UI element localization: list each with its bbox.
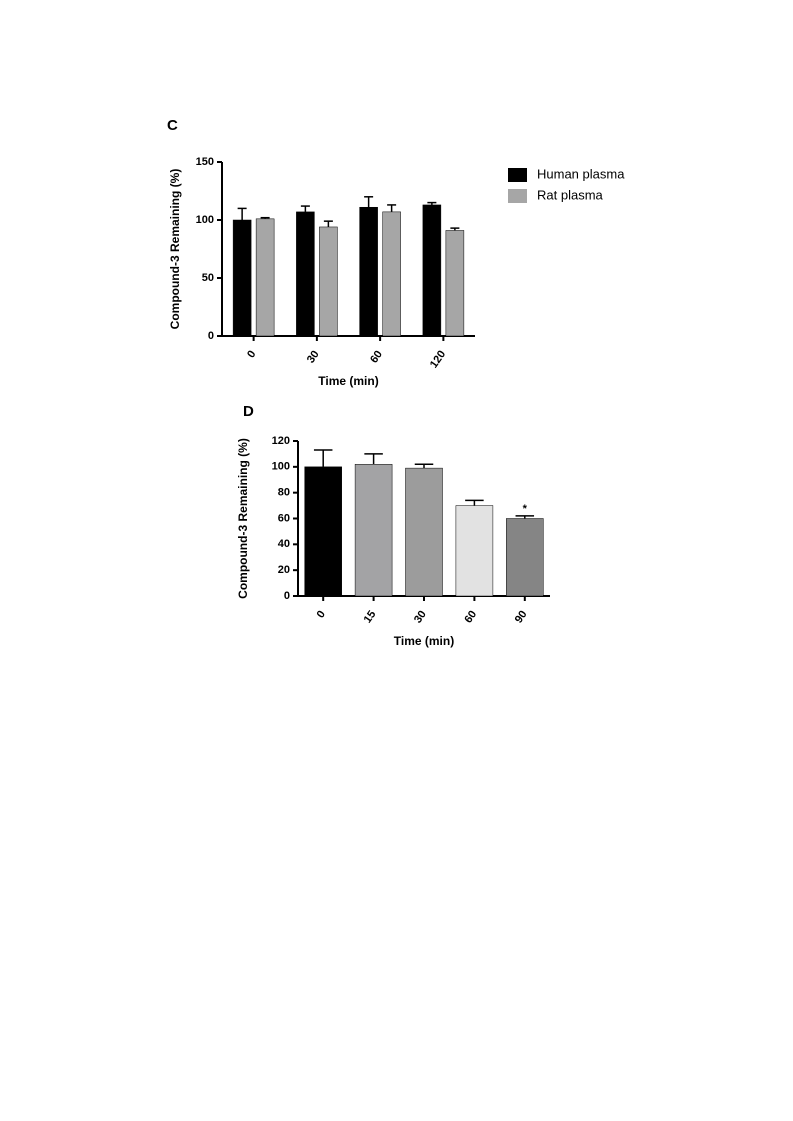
- legend-swatch: [508, 168, 527, 182]
- y-tick-label: 100: [196, 214, 214, 226]
- x-tick-label: 0: [245, 349, 258, 361]
- bar: [455, 505, 494, 597]
- bar: [255, 218, 275, 337]
- bar: [405, 467, 443, 597]
- bar: [304, 466, 342, 597]
- bar: [296, 211, 315, 337]
- legend-text: Rat plasma: [537, 187, 604, 202]
- bar: [382, 211, 401, 337]
- x-tick-label: 60: [462, 609, 479, 626]
- y-tick-label: 0: [284, 590, 290, 602]
- legend-swatch: [508, 189, 527, 203]
- y-axis-title: Compound-3 Remaining (%): [236, 438, 250, 599]
- y-tick-label: 50: [202, 272, 214, 284]
- y-tick-label: 40: [278, 538, 290, 550]
- y-tick-label: 0: [208, 330, 214, 342]
- bar: [359, 206, 378, 337]
- legend-text: Human plasma: [537, 166, 625, 181]
- x-tick-label: 90: [513, 609, 530, 626]
- x-tick-label: 15: [362, 609, 379, 626]
- x-tick-label: 30: [305, 349, 322, 366]
- x-axis-title: Time (min): [394, 634, 454, 648]
- x-axis-title: Time (min): [318, 374, 378, 388]
- panel-label: D: [243, 403, 254, 420]
- x-tick-label: 120: [428, 349, 448, 371]
- y-tick-label: 100: [272, 461, 290, 473]
- y-tick-label: 80: [278, 487, 290, 499]
- bar: [445, 230, 465, 337]
- y-tick-label: 60: [278, 512, 290, 524]
- x-tick-label: 0: [315, 609, 328, 621]
- bar: [354, 464, 393, 597]
- y-axis-title: Compound-3 Remaining (%): [168, 169, 182, 330]
- bar: [506, 518, 544, 597]
- x-tick-label: 30: [412, 609, 429, 626]
- bar: [232, 219, 252, 337]
- annotation: *: [523, 503, 528, 515]
- y-tick-label: 120: [272, 435, 290, 447]
- bar: [422, 204, 442, 337]
- y-tick-label: 150: [196, 156, 214, 168]
- bar: [319, 226, 338, 337]
- x-tick-label: 60: [368, 349, 385, 366]
- panel-label: C: [167, 117, 178, 134]
- y-tick-label: 20: [278, 564, 290, 576]
